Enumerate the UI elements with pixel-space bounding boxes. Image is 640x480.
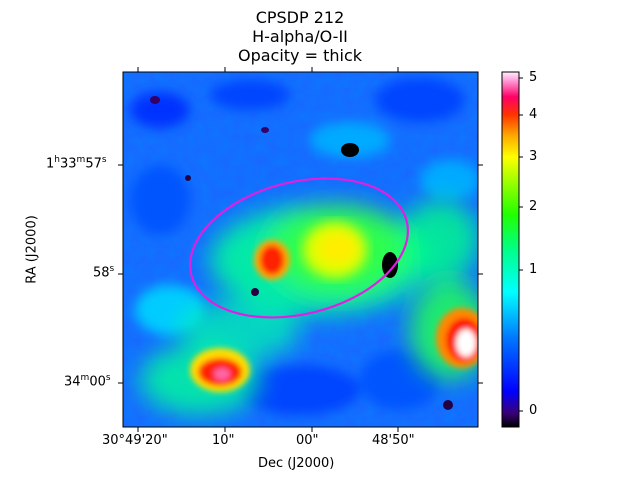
title-line-3: Opacity = thick: [237, 46, 363, 65]
plot-frame: [122, 71, 479, 428]
x-tick-label: 00": [296, 433, 319, 448]
x-axis-label: Dec (J2000): [258, 456, 335, 471]
title-line-2: H-alpha/O-II: [252, 27, 348, 46]
masked-region: [382, 252, 398, 278]
colorbar-tick-label: 2: [529, 199, 538, 214]
y-axis-label: RA (J2000): [24, 215, 40, 284]
x-tick-label: 10": [212, 433, 235, 448]
colorbar-tick-label: 0: [529, 403, 538, 418]
y-tick-label: 58s: [93, 264, 115, 281]
sky-image: [123, 72, 478, 427]
x-ticks: [137, 67, 399, 432]
y-tick-label: 34m00s: [64, 373, 111, 390]
colorbar-ticks: [519, 77, 523, 412]
colorbar-tick-label: 1: [529, 262, 538, 277]
x-tick-label: 30°49'20": [102, 433, 168, 448]
colorbar-tick-label: 3: [529, 149, 538, 164]
title-line-1: CPSDP 212: [255, 8, 345, 27]
figure-title: CPSDP 212 H-alpha/O-II Opacity = thick: [0, 8, 600, 65]
y-ticks: [118, 164, 483, 384]
colorbar-tick-label: 5: [529, 70, 538, 85]
colorbar: [501, 71, 520, 428]
aperture-ellipse: [189, 177, 409, 319]
y-tick-label: 1h33m57s: [46, 155, 107, 172]
masked-region: [341, 143, 359, 157]
x-tick-label: 48'50": [372, 433, 415, 448]
colorbar-tick-label: 4: [529, 107, 538, 122]
